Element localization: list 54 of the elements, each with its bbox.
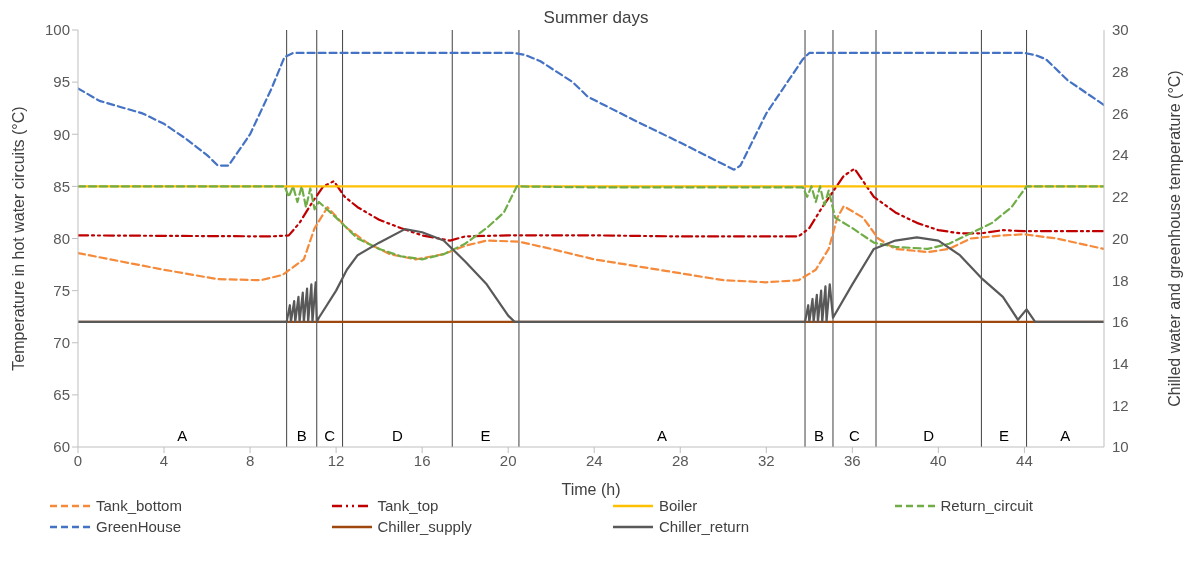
y2-tick-label: 12 [1112, 396, 1129, 414]
y-tick-label: 75 [53, 281, 70, 299]
legend-label: Tank_top [377, 497, 439, 514]
legend-label: Boiler [659, 497, 698, 514]
y-tick-label: 80 [53, 229, 70, 247]
y2-axis-title: Chilled water and greenhouse temperature (°C) [1165, 70, 1183, 407]
annotation: A [656, 427, 667, 444]
y-tick-label: 65 [53, 386, 70, 404]
y-axis-title: Temperature in hot water circuits (°C) [9, 106, 27, 371]
annotation: A [177, 427, 188, 444]
x-tick-label: 40 [930, 451, 947, 469]
y2-tick-label: 26 [1112, 104, 1129, 122]
legend-label: GreenHouse [96, 518, 182, 535]
y-tick-label: 100 [44, 21, 70, 39]
y-tick-label: 95 [53, 73, 70, 91]
y2-tick-label: 18 [1112, 271, 1129, 289]
legend-label: Tank_bottom [96, 497, 182, 514]
annotation: D [923, 427, 935, 444]
annotation: C [324, 427, 336, 444]
annotation: E [480, 427, 491, 444]
x-tick-label: 0 [73, 451, 83, 469]
x-tick-label: 44 [1016, 451, 1033, 469]
x-tick-label: 24 [585, 451, 603, 469]
y2-tick-label: 14 [1112, 354, 1129, 372]
legend-label: Chiller_supply [377, 518, 472, 535]
y-tick-label: 85 [53, 177, 70, 195]
y2-tick-label: 16 [1112, 313, 1129, 331]
x-tick-label: 28 [671, 451, 689, 469]
y-tick-label: 60 [53, 438, 70, 456]
y2-tick-label: 20 [1112, 229, 1129, 247]
y2-tick-label: 30 [1112, 21, 1129, 39]
annotation: B [813, 427, 825, 444]
y-tick-label: 90 [53, 125, 70, 143]
x-tick-label: 20 [499, 451, 517, 469]
annotation: D [391, 427, 403, 444]
legend-label: Chiller_return [659, 518, 750, 535]
x-axis-title: Time (h) [561, 481, 621, 498]
annotation: B [296, 427, 307, 444]
y-tick-label: 70 [53, 334, 70, 352]
y2-tick-label: 10 [1112, 438, 1129, 456]
x-tick-label: 36 [844, 451, 861, 469]
x-tick-label: 8 [245, 451, 255, 469]
y2-tick-label: 22 [1112, 188, 1129, 206]
x-tick-label: 12 [327, 451, 345, 469]
y2-tick-label: 28 [1112, 63, 1129, 81]
annotation: A [1060, 427, 1071, 444]
y2-tick-label: 24 [1112, 146, 1129, 164]
annotation: C [849, 427, 861, 444]
legend-label: Return_circuit [940, 497, 1034, 514]
x-tick-label: 4 [159, 451, 169, 469]
annotation: E [998, 427, 1009, 444]
chart-title: Summer days [543, 8, 649, 27]
x-tick-label: 16 [413, 451, 431, 469]
x-tick-label: 32 [757, 451, 775, 469]
